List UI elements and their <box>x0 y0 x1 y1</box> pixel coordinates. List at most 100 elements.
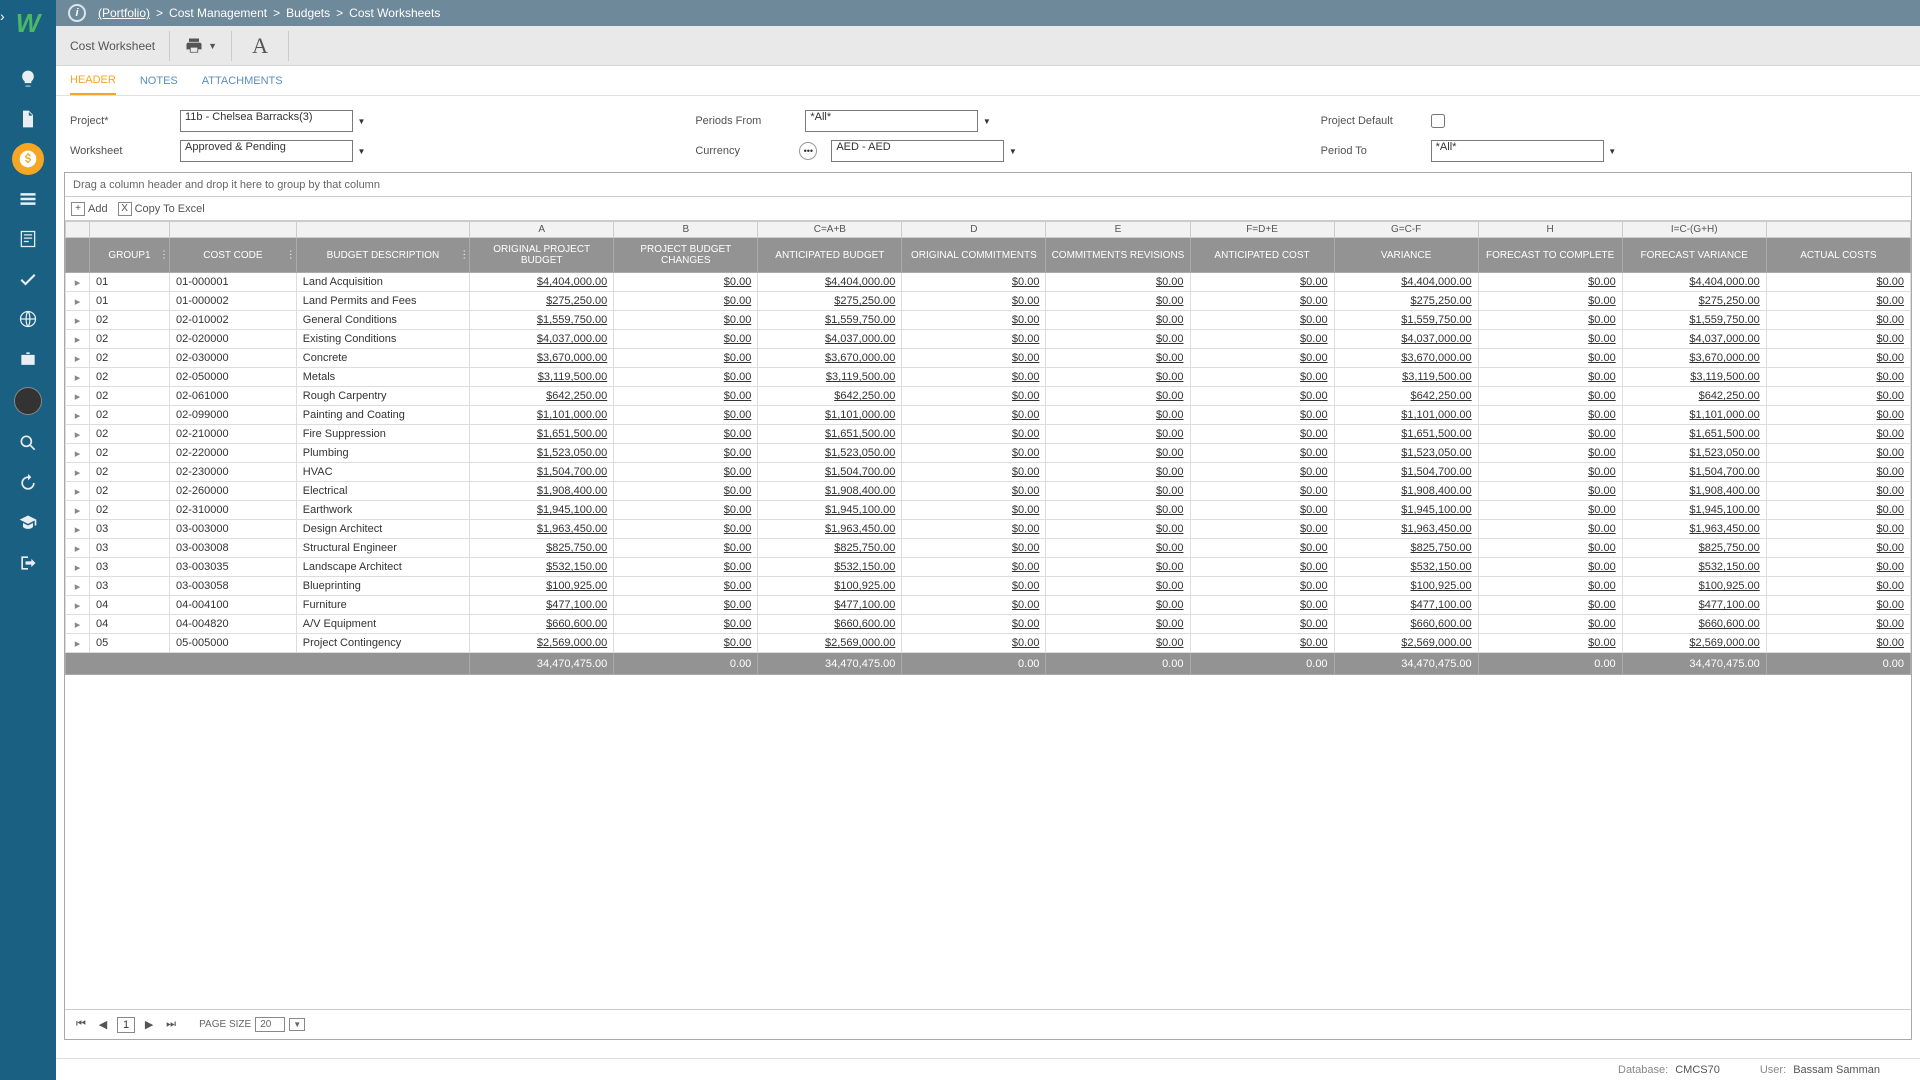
pager-prev[interactable]: ◀ <box>95 1017 111 1033</box>
expand-row-icon[interactable]: ▸ <box>66 349 90 368</box>
cell-value[interactable]: $0.00 <box>1046 520 1190 539</box>
cell-value[interactable]: $1,651,500.00 <box>758 425 902 444</box>
cell-value[interactable]: $0.00 <box>1478 596 1622 615</box>
cell-value[interactable]: $3,670,000.00 <box>758 349 902 368</box>
table-row[interactable]: ▸ 05 05-005000 Project Contingency $2,56… <box>66 634 1911 653</box>
column-header[interactable]: FORECAST TO COMPLETE <box>1478 238 1622 273</box>
cell-value[interactable]: $1,504,700.00 <box>758 463 902 482</box>
cell-value[interactable]: $0.00 <box>1766 292 1910 311</box>
nav-briefcase[interactable] <box>0 339 56 379</box>
cell-value[interactable]: $3,119,500.00 <box>1622 368 1766 387</box>
pager-first[interactable]: ⏮ <box>73 1017 89 1033</box>
cell-value[interactable]: $3,119,500.00 <box>470 368 614 387</box>
pager-page[interactable]: 1 <box>117 1017 135 1033</box>
column-header[interactable]: ANTICIPATED BUDGET <box>758 238 902 273</box>
column-header[interactable] <box>66 238 90 273</box>
cell-value[interactable]: $0.00 <box>1046 349 1190 368</box>
cell-value[interactable]: $100,925.00 <box>1622 577 1766 596</box>
cell-value[interactable]: $3,119,500.00 <box>758 368 902 387</box>
expand-row-icon[interactable]: ▸ <box>66 539 90 558</box>
cell-value[interactable]: $1,651,500.00 <box>1622 425 1766 444</box>
cell-value[interactable]: $275,250.00 <box>758 292 902 311</box>
cell-value[interactable]: $1,504,700.00 <box>1622 463 1766 482</box>
column-header[interactable]: PROJECT BUDGET CHANGES <box>614 238 758 273</box>
cell-value[interactable]: $0.00 <box>902 596 1046 615</box>
cell-value[interactable]: $0.00 <box>1766 311 1910 330</box>
cell-value[interactable]: $1,504,700.00 <box>470 463 614 482</box>
table-row[interactable]: ▸ 03 03-003035 Landscape Architect $532,… <box>66 558 1911 577</box>
cell-value[interactable]: $0.00 <box>1046 311 1190 330</box>
cell-value[interactable]: $0.00 <box>1478 425 1622 444</box>
cell-value[interactable]: $1,963,450.00 <box>758 520 902 539</box>
tab-notes[interactable]: NOTES <box>140 68 178 94</box>
project-default-checkbox[interactable] <box>1431 114 1445 128</box>
cell-value[interactable]: $0.00 <box>902 558 1046 577</box>
currency-more-icon[interactable]: ••• <box>799 142 817 160</box>
cell-value[interactable]: $0.00 <box>614 368 758 387</box>
cell-value[interactable]: $0.00 <box>1190 501 1334 520</box>
cell-value[interactable]: $1,963,450.00 <box>1622 520 1766 539</box>
cell-value[interactable]: $0.00 <box>1766 330 1910 349</box>
cell-value[interactable]: $0.00 <box>614 387 758 406</box>
cell-value[interactable]: $0.00 <box>1190 463 1334 482</box>
cell-value[interactable]: $275,250.00 <box>1334 292 1478 311</box>
cell-value[interactable]: $1,945,100.00 <box>758 501 902 520</box>
cell-value[interactable]: $0.00 <box>614 273 758 292</box>
breadcrumb-item[interactable]: Cost Worksheets <box>349 6 440 20</box>
cell-value[interactable]: $100,925.00 <box>470 577 614 596</box>
cell-value[interactable]: $532,150.00 <box>1334 558 1478 577</box>
cell-value[interactable]: $0.00 <box>1046 387 1190 406</box>
cell-value[interactable]: $1,908,400.00 <box>1334 482 1478 501</box>
cell-value[interactable]: $0.00 <box>902 406 1046 425</box>
cell-value[interactable]: $825,750.00 <box>1622 539 1766 558</box>
cell-value[interactable]: $0.00 <box>902 539 1046 558</box>
cell-value[interactable]: $532,150.00 <box>470 558 614 577</box>
cell-value[interactable]: $0.00 <box>1190 444 1334 463</box>
cell-value[interactable]: $0.00 <box>1478 558 1622 577</box>
column-header[interactable]: VARIANCE <box>1334 238 1478 273</box>
expand-row-icon[interactable]: ▸ <box>66 311 90 330</box>
cell-value[interactable]: $1,559,750.00 <box>1334 311 1478 330</box>
page-size-select[interactable]: 20 <box>255 1017 285 1032</box>
cell-value[interactable]: $0.00 <box>614 349 758 368</box>
nav-search[interactable] <box>0 423 56 463</box>
nav-history[interactable] <box>0 463 56 503</box>
table-row[interactable]: ▸ 03 03-003058 Blueprinting $100,925.00$… <box>66 577 1911 596</box>
cell-value[interactable]: $1,559,750.00 <box>758 311 902 330</box>
cell-value[interactable]: $0.00 <box>1190 634 1334 653</box>
table-row[interactable]: ▸ 02 02-020000 Existing Conditions $4,03… <box>66 330 1911 349</box>
cell-value[interactable]: $0.00 <box>1190 368 1334 387</box>
cell-value[interactable]: $0.00 <box>1478 482 1622 501</box>
cell-value[interactable]: $0.00 <box>1478 387 1622 406</box>
cell-value[interactable]: $0.00 <box>1190 558 1334 577</box>
cell-value[interactable]: $1,963,450.00 <box>1334 520 1478 539</box>
cell-value[interactable]: $0.00 <box>614 501 758 520</box>
cell-value[interactable]: $0.00 <box>1766 615 1910 634</box>
table-row[interactable]: ▸ 03 03-003000 Design Architect $1,963,4… <box>66 520 1911 539</box>
cell-value[interactable]: $0.00 <box>1766 596 1910 615</box>
cell-value[interactable]: $0.00 <box>1190 311 1334 330</box>
cell-value[interactable]: $4,404,000.00 <box>1622 273 1766 292</box>
cell-value[interactable]: $477,100.00 <box>758 596 902 615</box>
nav-reports[interactable] <box>0 219 56 259</box>
cell-value[interactable]: $0.00 <box>1478 520 1622 539</box>
expand-row-icon[interactable]: ▸ <box>66 425 90 444</box>
cell-value[interactable]: $0.00 <box>614 539 758 558</box>
cell-value[interactable]: $0.00 <box>1766 368 1910 387</box>
cell-value[interactable]: $0.00 <box>1478 463 1622 482</box>
cell-value[interactable]: $4,404,000.00 <box>470 273 614 292</box>
cell-value[interactable]: $0.00 <box>1766 349 1910 368</box>
cell-value[interactable]: $0.00 <box>1190 406 1334 425</box>
expand-row-icon[interactable]: ▸ <box>66 292 90 311</box>
print-button[interactable]: ▼ <box>184 36 217 56</box>
cell-value[interactable]: $0.00 <box>902 615 1046 634</box>
cell-value[interactable]: $0.00 <box>902 368 1046 387</box>
tab-header[interactable]: HEADER <box>70 67 116 95</box>
cell-value[interactable]: $0.00 <box>1478 330 1622 349</box>
cell-value[interactable]: $0.00 <box>1478 311 1622 330</box>
cell-value[interactable]: $0.00 <box>1190 330 1334 349</box>
expand-row-icon[interactable]: ▸ <box>66 615 90 634</box>
periods-from-select[interactable]: *All* <box>805 110 995 132</box>
cell-value[interactable]: $532,150.00 <box>758 558 902 577</box>
cell-value[interactable]: $0.00 <box>1046 406 1190 425</box>
